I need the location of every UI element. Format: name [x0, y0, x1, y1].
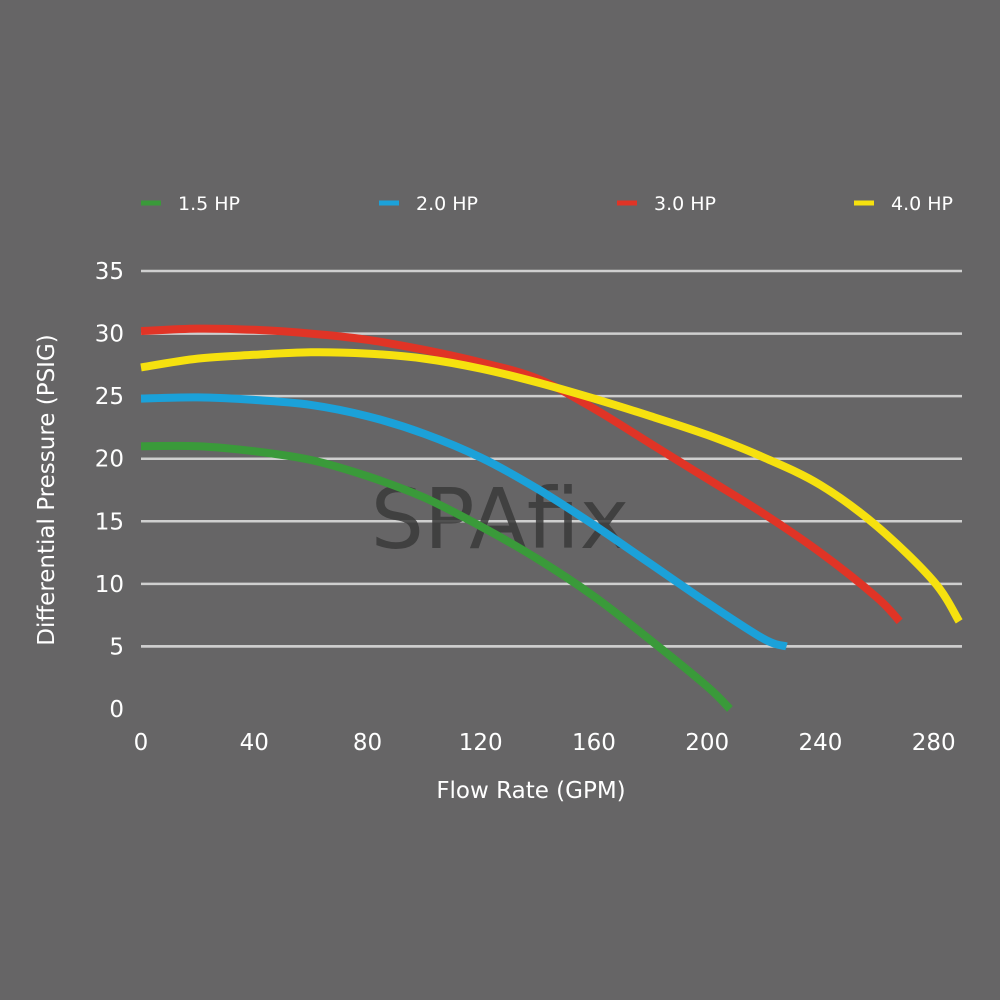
- y-tick-label: 0: [109, 697, 124, 723]
- x-tick-label: 280: [912, 730, 956, 756]
- x-tick-label: 0: [134, 730, 149, 756]
- x-axis-ticks: 0 40 80 120 160 200 240 280: [134, 730, 956, 756]
- legend: 1.5 HP 2.0 HP 3.0 HP 4.0 HP: [141, 193, 953, 215]
- legend-label: 2.0 HP: [416, 193, 478, 215]
- legend-label: 4.0 HP: [891, 193, 953, 215]
- series-line-4-0-hp: [140, 348, 963, 624]
- y-tick-label: 30: [95, 322, 124, 348]
- y-tick-label: 20: [95, 447, 124, 473]
- y-axis-label: Differential Pressure (PSIG): [34, 334, 60, 646]
- gridlines: [141, 269, 962, 648]
- y-tick-label: 5: [109, 634, 124, 660]
- x-tick-label: 160: [572, 730, 616, 756]
- x-axis-label: Flow Rate (GPM): [436, 778, 625, 804]
- x-tick-label: 120: [459, 730, 503, 756]
- legend-label: 1.5 HP: [178, 193, 240, 215]
- series-line-1-5-hp: [140, 441, 733, 712]
- y-tick-label: 35: [95, 259, 124, 285]
- series-line-2-0-hp: [140, 393, 788, 651]
- x-tick-label: 240: [798, 730, 842, 756]
- y-tick-label: 25: [95, 384, 124, 410]
- x-tick-label: 80: [353, 730, 382, 756]
- y-tick-label: 10: [95, 572, 124, 598]
- x-tick-label: 200: [685, 730, 729, 756]
- data-series: [140, 324, 963, 712]
- y-tick-label: 15: [95, 509, 124, 535]
- legend-label: 3.0 HP: [654, 193, 716, 215]
- x-tick-label: 40: [240, 730, 269, 756]
- y-axis-ticks: 0 5 10 15 20 25 30 35: [95, 259, 124, 723]
